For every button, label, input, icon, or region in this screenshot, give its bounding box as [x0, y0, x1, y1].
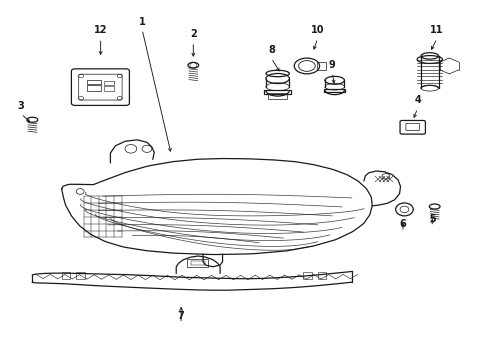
Text: 12: 12 [94, 26, 107, 36]
Text: 5: 5 [428, 214, 435, 224]
Text: 7: 7 [177, 311, 184, 320]
Bar [190, 261, 204, 265]
Text: 6: 6 [399, 219, 406, 229]
Bar [87, 80, 101, 84]
Bar [104, 86, 114, 91]
Text: 11: 11 [429, 26, 443, 36]
Bar [267, 93, 287, 99]
Bar [316, 62, 326, 69]
Bar [303, 272, 311, 279]
Bar [104, 81, 114, 85]
Bar [187, 259, 207, 267]
Bar [76, 272, 85, 279]
Bar [61, 272, 70, 279]
Bar [264, 90, 291, 94]
Text: 9: 9 [328, 59, 335, 69]
Bar [87, 85, 101, 91]
Text: 2: 2 [189, 29, 196, 39]
Bar [324, 89, 345, 93]
Text: 3: 3 [18, 101, 24, 111]
Text: 4: 4 [413, 95, 420, 105]
Text: 10: 10 [310, 26, 324, 36]
Text: 8: 8 [267, 45, 274, 55]
Text: 1: 1 [139, 17, 145, 27]
Bar [317, 272, 326, 279]
